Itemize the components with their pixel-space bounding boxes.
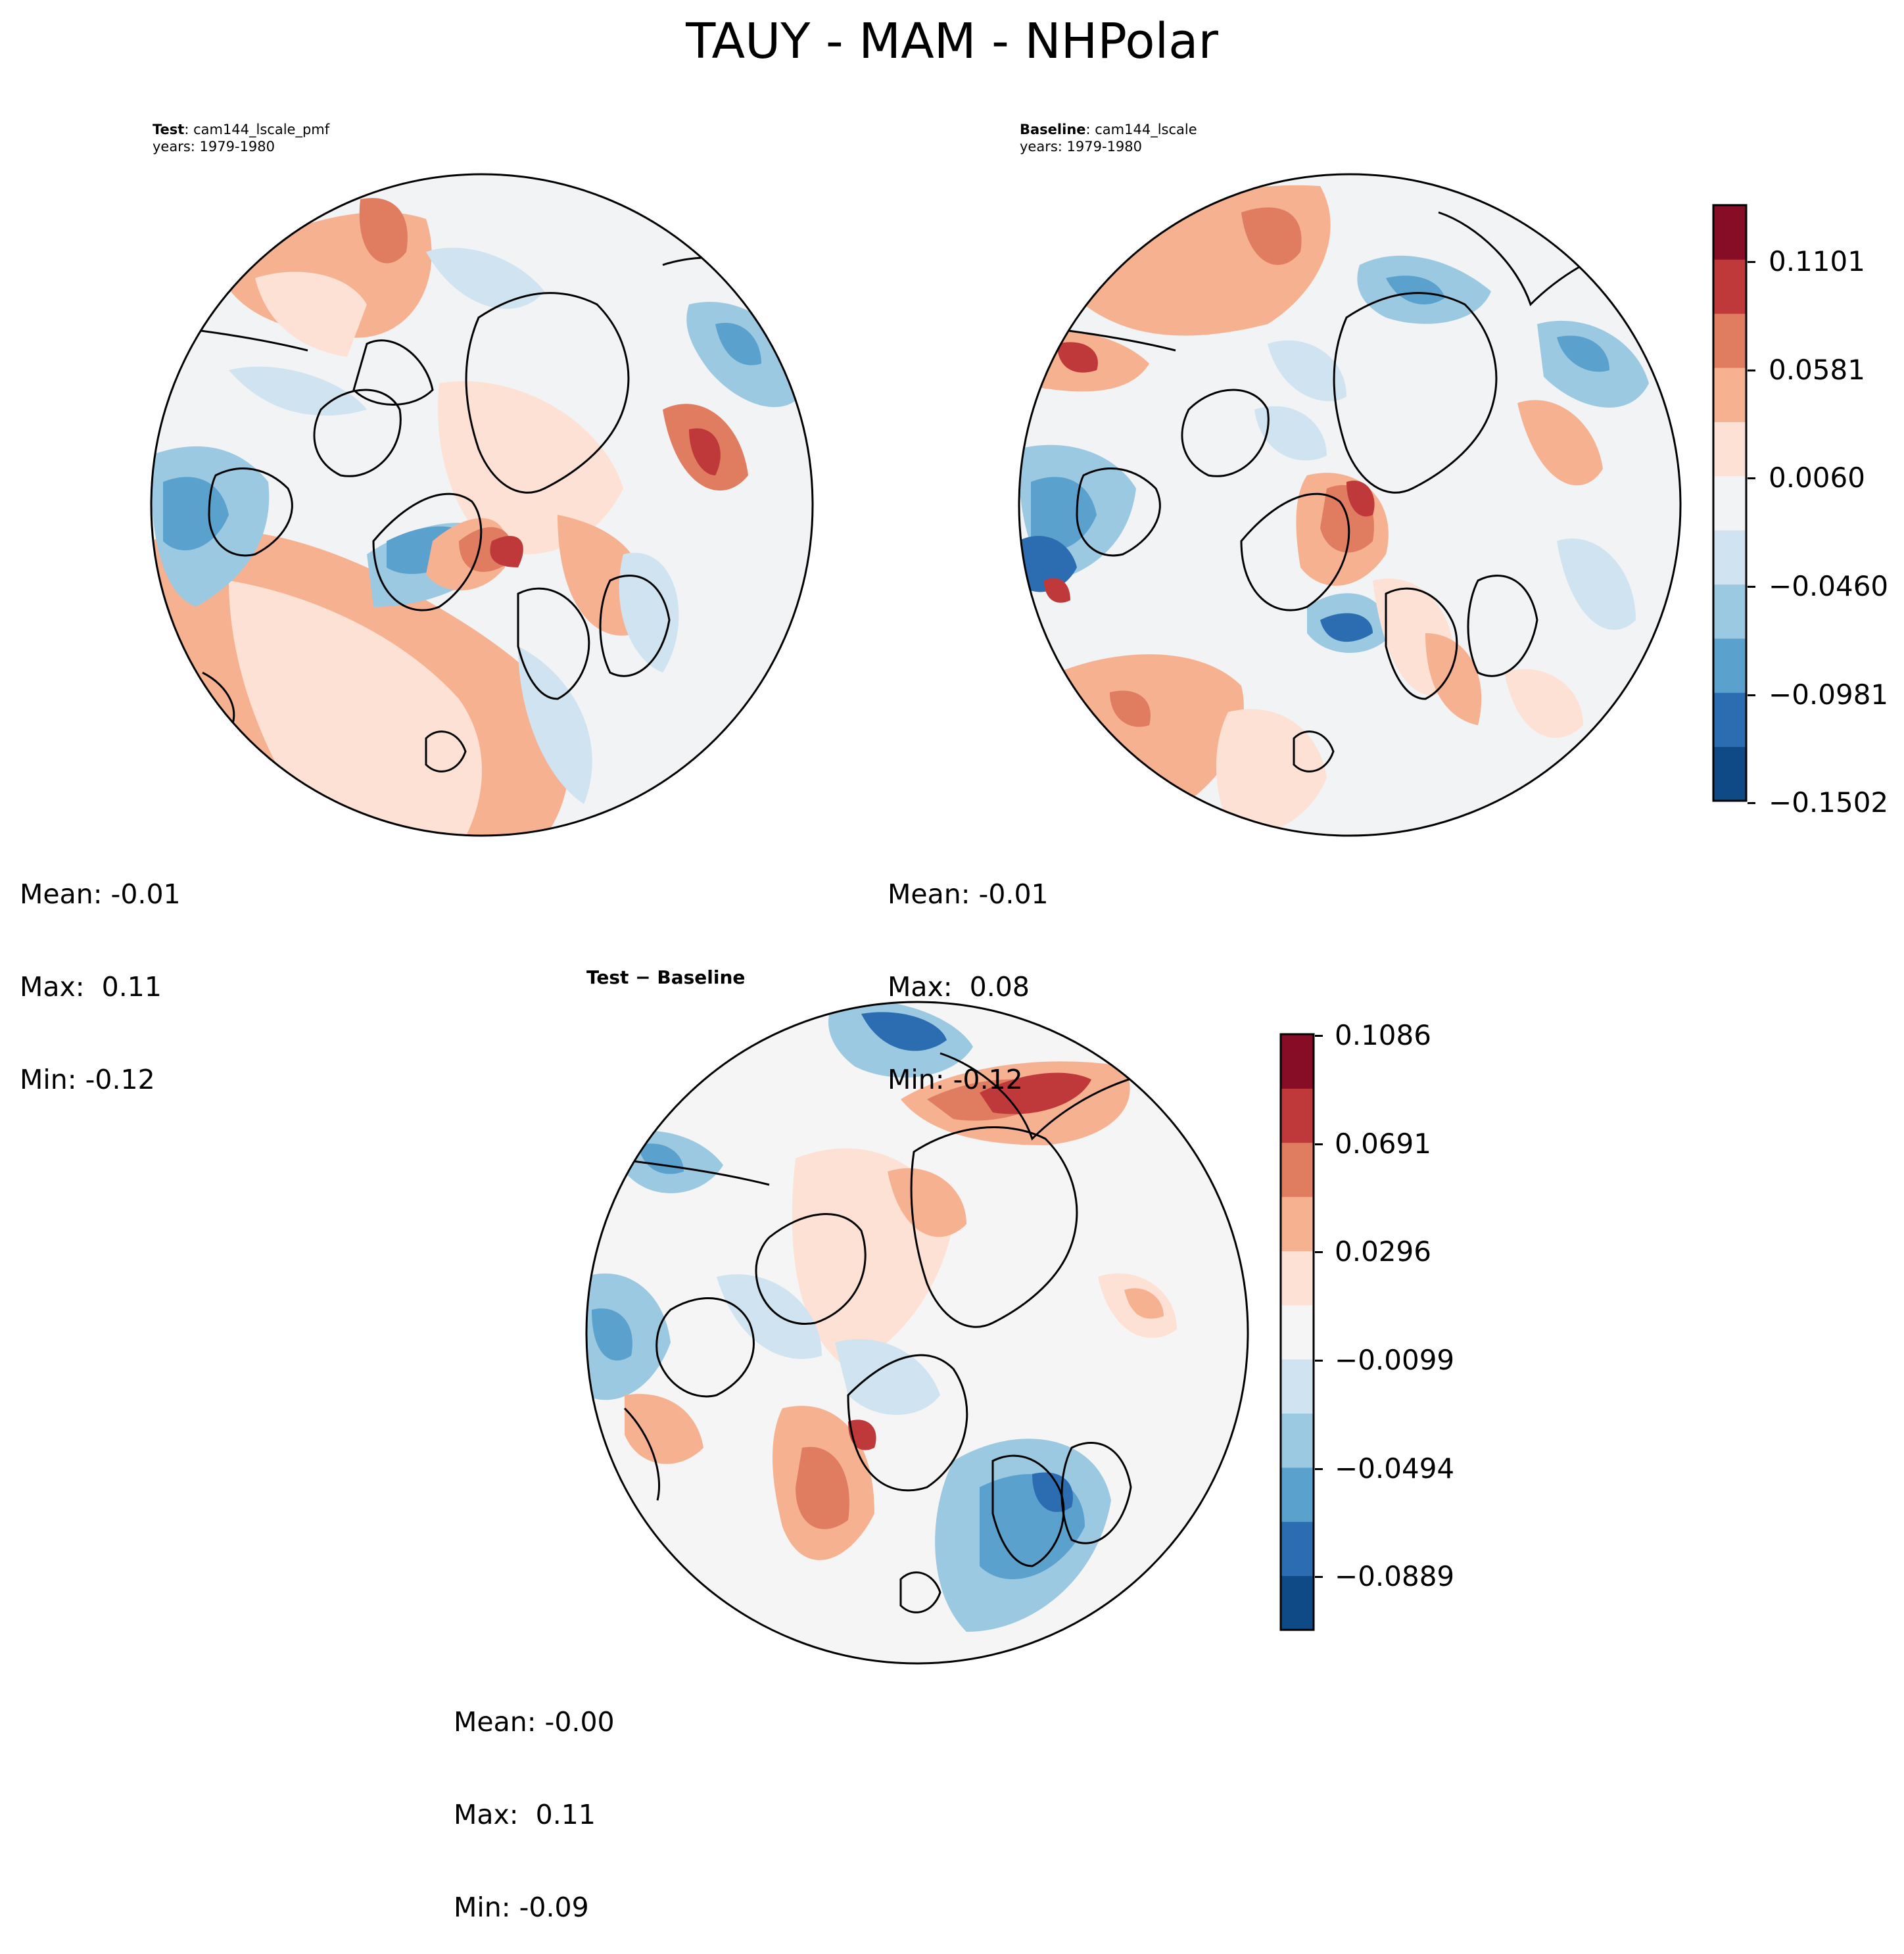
main-tick-mark [1748, 802, 1755, 804]
diff-colorbar-segment [1281, 1088, 1314, 1143]
test-label-case: : cam144_lscale_pmf [184, 122, 330, 137]
diff-colorbar-segment [1281, 1467, 1314, 1522]
main-tick-5: −0.1502 [1769, 786, 1889, 819]
diff-colorbar-segment [1281, 1575, 1314, 1631]
main-colorbar-segment [1713, 421, 1746, 477]
test-max: Max: 0.11 [20, 971, 162, 1003]
main-colorbar-segment [1713, 692, 1746, 748]
diff-colorbar-segment [1281, 1413, 1314, 1468]
main-colorbar-segment [1713, 530, 1746, 585]
main-colorbar-segment [1713, 205, 1746, 260]
diff-colorbar-segment [1281, 1251, 1314, 1306]
diff-tick-0: 0.1086 [1335, 1019, 1431, 1051]
diff-tick-2: 0.0296 [1335, 1235, 1431, 1268]
main-tick-0: 0.1101 [1769, 245, 1865, 277]
test-years: years: 1979-1980 [153, 139, 275, 155]
main-tick-4: −0.0981 [1769, 679, 1889, 711]
baseline-polar-map [1018, 173, 1682, 837]
main-colorbar-frame [1712, 204, 1748, 802]
main-tick-2: 0.0060 [1769, 462, 1865, 494]
baseline-label-bold: Baseline [1020, 122, 1086, 137]
main-colorbar-segment [1713, 368, 1746, 422]
diff-tick-mark [1315, 1576, 1323, 1578]
diff-colorbar-segment [1281, 1521, 1314, 1577]
test-polar-map [150, 173, 814, 837]
test-min: Min: -0.12 [20, 1064, 155, 1095]
figure-title: TAUY - MAM - NHPolar [686, 13, 1218, 70]
test-mean: Mean: -0.01 [20, 878, 181, 910]
diff-panel-label: Test − Baseline [586, 966, 746, 988]
diff-mean: Mean: -0.00 [454, 1706, 615, 1738]
baseline-max: Max: 0.08 [888, 971, 1030, 1003]
baseline-label-case: : cam144_lscale [1085, 122, 1197, 137]
diff-colorbar-frame [1279, 1033, 1315, 1631]
diff-tick-3: −0.0099 [1335, 1344, 1455, 1376]
main-tick-1: 0.0581 [1769, 354, 1865, 386]
main-colorbar [1712, 204, 1748, 802]
main-tick-mark [1748, 261, 1755, 263]
baseline-min: Min: -0.12 [888, 1064, 1023, 1095]
main-colorbar-segment [1713, 259, 1746, 314]
test-stats: Mean: -0.01 Max: 0.11 Min: -0.12 [20, 817, 181, 1126]
baseline-panel-label: Baseline: cam144_lscale years: 1979-1980 [1020, 121, 1197, 155]
diff-colorbar-segment [1281, 1304, 1314, 1360]
main-tick-mark [1748, 477, 1755, 479]
main-tick-3: −0.0460 [1769, 570, 1889, 602]
diff-max: Max: 0.11 [454, 1799, 596, 1830]
diff-min: Min: -0.09 [454, 1892, 589, 1923]
baseline-stats: Mean: -0.01 Max: 0.08 Min: -0.12 [888, 817, 1049, 1126]
diff-tick-mark [1315, 1468, 1323, 1470]
diff-tick-4: −0.0494 [1335, 1452, 1455, 1485]
main-colorbar-segment [1713, 746, 1746, 801]
test-label-bold: Test [153, 122, 185, 137]
test-panel-label: Test: cam144_lscale_pmf years: 1979-1980 [153, 121, 329, 155]
main-colorbar-segment [1713, 584, 1746, 639]
diff-polar-map [585, 1001, 1249, 1665]
baseline-years: years: 1979-1980 [1020, 139, 1143, 155]
main-tick-mark [1748, 586, 1755, 588]
diff-tick-mark [1315, 1251, 1323, 1253]
diff-colorbar-segment [1281, 1197, 1314, 1251]
main-tick-mark [1748, 369, 1755, 371]
diff-colorbar [1279, 1033, 1315, 1631]
diff-colorbar-segment [1281, 1359, 1314, 1414]
main-colorbar-segment [1713, 313, 1746, 368]
diff-colorbar-segment [1281, 1142, 1314, 1197]
diff-tick-mark [1315, 1360, 1323, 1362]
diff-tick-mark [1315, 1143, 1323, 1145]
diff-tick-5: −0.0889 [1335, 1560, 1455, 1592]
diff-stats: Mean: -0.00 Max: 0.11 Min: -0.09 [454, 1645, 615, 1954]
main-tick-mark [1748, 694, 1755, 696]
diff-colorbar-segment [1281, 1034, 1314, 1089]
main-colorbar-segment [1713, 638, 1746, 693]
diff-tick-1: 0.0691 [1335, 1128, 1431, 1160]
diff-tick-mark [1315, 1035, 1323, 1037]
baseline-mean: Mean: -0.01 [888, 878, 1049, 910]
main-colorbar-segment [1713, 475, 1746, 531]
